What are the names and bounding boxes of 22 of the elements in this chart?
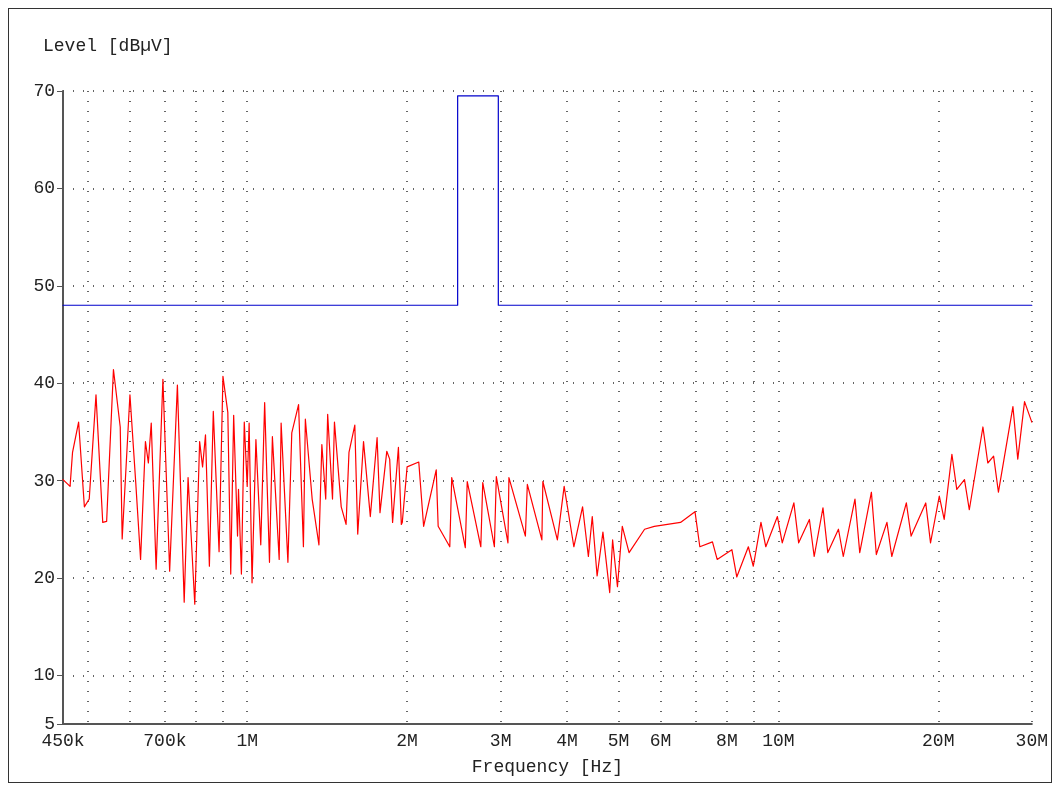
- y-tick-label: 20: [33, 567, 55, 588]
- x-axis-title: Frequency [Hz]: [471, 757, 624, 777]
- y-tick-label: 70: [33, 81, 55, 101]
- x-tick-label: 2M: [396, 731, 418, 751]
- x-tick-label: 10M: [762, 731, 795, 751]
- x-tick-label: 5M: [607, 731, 630, 751]
- y-tick-label: 60: [33, 178, 55, 199]
- x-tick-label: 1M: [236, 731, 259, 751]
- x-tick-label: 450k: [41, 731, 85, 751]
- x-tick-label: 700k: [143, 731, 187, 751]
- y-tick-label: 5: [44, 714, 55, 734]
- x-tick-label: 4M: [556, 731, 578, 751]
- x-tick-label: 20M: [922, 731, 955, 751]
- y-tick-label: 50: [33, 275, 55, 296]
- x-tick-label: 30M: [1015, 731, 1048, 751]
- y-tick-label: 40: [33, 373, 55, 394]
- x-tick-label: 8M: [716, 731, 738, 751]
- x-tick-label: 3M: [489, 731, 512, 751]
- y-tick-label: 10: [33, 665, 55, 686]
- y-tick-label: 30: [33, 470, 55, 491]
- x-tick-label: 6M: [649, 731, 672, 751]
- y-axis-title: Level [dBµV]: [43, 36, 173, 56]
